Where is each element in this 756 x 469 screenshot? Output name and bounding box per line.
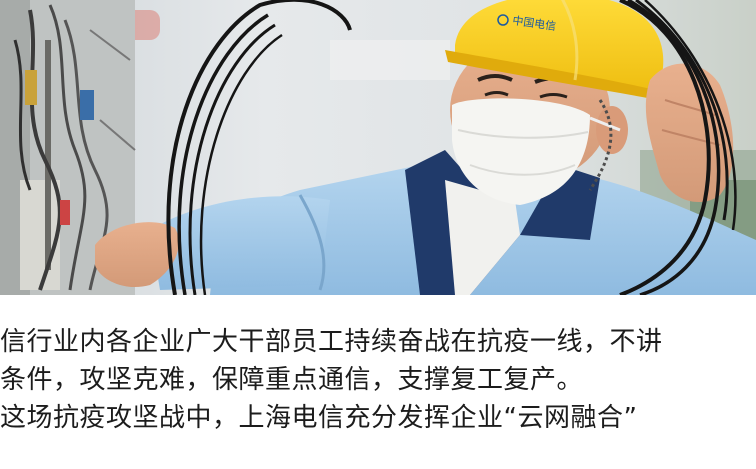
worker-body: [150, 150, 756, 295]
article-line-2: 条件，攻坚克难，保障重点通信，支撑复工复产。: [0, 365, 584, 395]
helmet-logo-text: 中国电信: [512, 14, 557, 33]
article-line-3: 这场抗疫攻坚战中，上海电信充分发挥企业“云网融合”: [0, 403, 638, 433]
face-mask: [452, 98, 590, 205]
article-photo: 中国电信: [0, 0, 756, 295]
coiled-cable: [166, 0, 737, 295]
worker-photo-illustration: 中国电信: [0, 0, 756, 295]
article-line-1: 信行业内各企业广大干部员工持续奋战在抗疫一线，不讲: [0, 327, 663, 357]
worker-left-hand: [95, 222, 179, 288]
article-body-text: 信行业内各企业广大干部员工持续奋战在抗疫一线，不讲 条件，攻坚克难，保障重点通信…: [0, 323, 756, 437]
hard-hat: 中国电信: [445, 0, 665, 100]
